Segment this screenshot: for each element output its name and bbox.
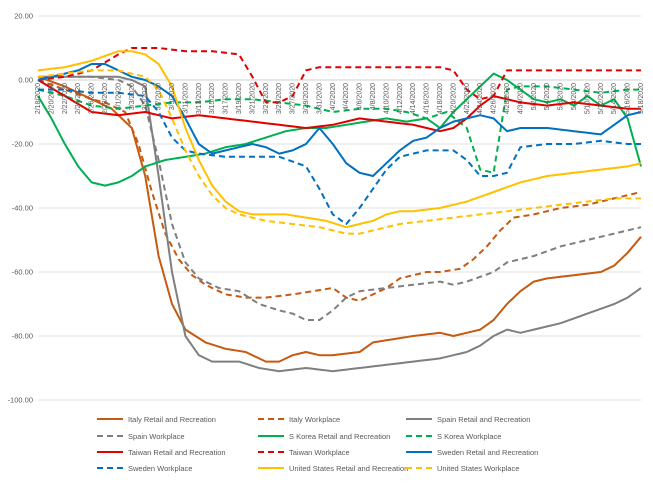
x-tick-label: 5/4/2020 [544, 83, 551, 110]
x-tick-label: 4/20/2020 [450, 83, 457, 114]
x-axis-ticks: 2/18/2020 2/20/2020 2/22/2020 2/24/2020 2/26… [35, 83, 645, 114]
x-tick-label: 2/26/2020 [89, 83, 96, 114]
legend-entry: Spain Workplace [128, 432, 185, 441]
x-tick-label: 4/30/2020 [517, 83, 524, 114]
gridlines [38, 15, 641, 401]
x-tick-label: 4/4/2020 [343, 83, 350, 110]
x-tick-label: 3/11/2020 [182, 83, 189, 114]
x-tick-label: 5/12/2020 [598, 83, 605, 114]
x-tick-label: 3/21/2020 [249, 83, 256, 114]
y-tick-label: -100.00 [8, 396, 33, 405]
y-tick-label: -20.00 [12, 140, 33, 149]
x-tick-label: 2/28/2020 [102, 83, 109, 114]
y-tick-label: 0.00 [18, 76, 33, 85]
series-line-10 [37, 50, 642, 229]
x-tick-label: 5/8/2020 [571, 83, 578, 110]
y-tick-label: -80.00 [12, 332, 33, 341]
x-tick-label: 3/25/2020 [276, 83, 283, 114]
legend-entry: Taiwan Retail and Recreation [128, 448, 226, 457]
series-line-4 [37, 72, 642, 187]
x-tick-label: 3/7/2020 [156, 83, 163, 110]
x-tick-label: 4/26/2020 [491, 83, 498, 114]
legend-entry: Sweden Workplace [128, 464, 192, 473]
legend-entry: Italy Retail and Recreation [128, 415, 216, 424]
series-line-0 [37, 75, 642, 363]
legend-entry: United States Workplace [437, 464, 519, 473]
y-axis-ticks: 20.00 0.00 -20.00 -40.00 -60.00 -80.00 -100.00 [8, 12, 33, 405]
x-tick-label: 4/14/2020 [410, 83, 417, 114]
legend-entry: Sweden Retail and Recreation [437, 448, 538, 457]
x-tick-label: 3/15/2020 [209, 83, 216, 114]
legend-entry: United States Retail and Recreation [289, 464, 408, 473]
y-tick-label: -40.00 [12, 204, 33, 213]
x-tick-label: 3/1/2020 [115, 83, 122, 110]
legend: Italy Retail and Recreation Italy Workpla… [97, 415, 538, 473]
x-tick-label: 5/16/2020 [625, 83, 632, 114]
x-tick-label: 4/2/2020 [330, 83, 337, 110]
x-tick-label: 3/5/2020 [142, 83, 149, 110]
series-line-6 [37, 79, 641, 133]
series-line-11 [37, 69, 641, 235]
x-tick-label: 3/31/2020 [316, 83, 323, 114]
x-tick-label: 3/3/2020 [129, 83, 136, 110]
x-tick-label: 4/28/2020 [504, 83, 511, 114]
x-tick-label: 3/23/2020 [263, 83, 270, 114]
y-tick-label: -60.00 [12, 268, 33, 277]
x-tick-label: 5/6/2020 [558, 83, 565, 110]
x-tick-label: 2/18/2020 [35, 83, 42, 114]
legend-entry: S Korea Retail and Recreation [289, 432, 390, 441]
x-tick-label: 4/24/2020 [477, 83, 484, 114]
series-line-7 [37, 47, 641, 104]
x-tick-label: 4/18/2020 [437, 83, 444, 114]
x-tick-label: 4/6/2020 [357, 83, 364, 110]
y-tick-label: 20.00 [14, 12, 33, 21]
x-tick-label: 4/22/2020 [464, 83, 471, 114]
x-tick-label: 5/2/2020 [531, 83, 538, 110]
x-tick-label: 4/16/2020 [424, 83, 431, 114]
legend-entry: Taiwan Workplace [289, 448, 350, 457]
series-lines [37, 47, 642, 373]
x-tick-label: 3/9/2020 [169, 83, 176, 110]
x-tick-label: 3/17/2020 [223, 83, 230, 114]
x-tick-label: 3/13/2020 [196, 83, 203, 114]
x-tick-label: 4/12/2020 [397, 83, 404, 114]
legend-entry: Italy Workplace [289, 415, 340, 424]
legend-entry: Spain Retail and Recreation [437, 415, 530, 424]
x-tick-label: 5/18/2020 [638, 83, 645, 114]
series-line-8 [37, 63, 642, 177]
x-tick-label: 4/8/2020 [370, 83, 377, 110]
legend-entry: S Korea Workplace [437, 432, 501, 441]
x-tick-label: 4/10/2020 [383, 83, 390, 114]
x-tick-label: 5/10/2020 [584, 83, 591, 114]
series-line-5 [37, 85, 641, 174]
x-tick-label: 2/22/2020 [62, 83, 69, 114]
x-tick-label: 5/14/2020 [611, 83, 618, 114]
x-tick-label: 3/19/2020 [236, 83, 243, 114]
x-tick-label: 2/20/2020 [48, 83, 55, 114]
x-tick-label: 2/24/2020 [75, 83, 82, 114]
series-line-2 [38, 75, 642, 373]
series-line-9 [38, 88, 641, 225]
x-tick-label: 3/27/2020 [290, 83, 297, 114]
x-tick-label: 3/29/2020 [303, 83, 310, 114]
